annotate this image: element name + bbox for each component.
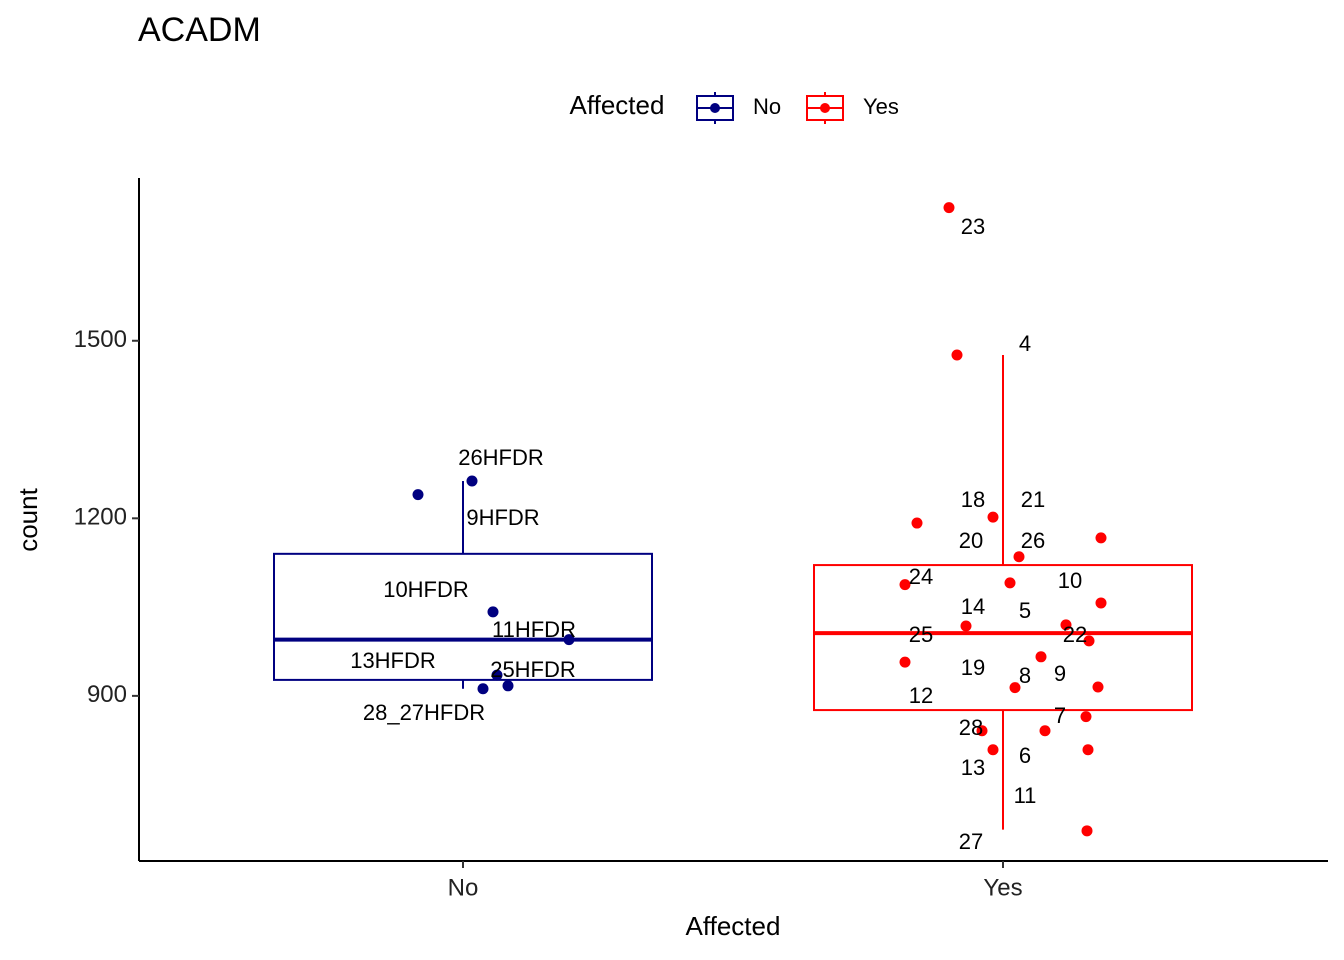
point	[987, 744, 999, 756]
point	[1081, 825, 1093, 837]
point	[1039, 725, 1051, 737]
point-label: 24	[909, 564, 933, 589]
x-axis-label: Affected	[686, 911, 781, 941]
point	[899, 579, 911, 591]
point-label: 25HFDR	[490, 657, 576, 682]
x-tick-label: No	[448, 874, 479, 901]
point	[1095, 597, 1107, 609]
point-label: 11HFDR	[492, 617, 576, 642]
point	[1060, 619, 1072, 631]
point	[960, 620, 972, 632]
point-label: 8	[1019, 663, 1031, 688]
point	[1009, 682, 1021, 694]
point	[1013, 551, 1025, 563]
box	[813, 564, 1193, 712]
point	[477, 683, 489, 695]
point-label: 19	[961, 655, 985, 680]
point-label: 7	[1054, 703, 1066, 728]
point-label: 9HFDR	[466, 505, 539, 530]
point-label: 12	[909, 683, 933, 708]
point-label: 28_27HFDR	[363, 700, 485, 725]
point-label: 21	[1021, 487, 1045, 512]
point-label: 28	[959, 715, 983, 740]
point-label: 14	[961, 594, 985, 619]
y-tick-label: 900	[87, 681, 127, 708]
point	[899, 656, 911, 668]
point-label: 22	[1063, 622, 1087, 647]
point	[412, 489, 424, 501]
point-label: 11	[1014, 783, 1037, 808]
point-label: 23	[961, 214, 985, 239]
legend-key	[820, 103, 830, 113]
point-label: 9	[1054, 661, 1066, 686]
point	[466, 475, 478, 487]
point-label: 27	[959, 829, 983, 854]
legend-title: Affected	[570, 90, 665, 120]
point-label: 5	[1019, 598, 1031, 623]
legend-key	[710, 103, 720, 113]
point-label: 26HFDR	[458, 445, 544, 470]
point	[951, 349, 963, 361]
point	[911, 517, 923, 529]
point-label: 13HFDR	[350, 648, 436, 673]
point	[943, 202, 955, 214]
point	[563, 634, 575, 646]
point	[976, 725, 988, 737]
y-tick-label: 1500	[74, 326, 127, 353]
legend-label: Yes	[863, 94, 899, 119]
x-tick-label: Yes	[983, 874, 1022, 901]
point-label: 18	[961, 487, 985, 512]
point	[502, 680, 514, 692]
point-label: 4	[1019, 331, 1031, 356]
point	[987, 511, 999, 523]
point	[1004, 577, 1016, 589]
chart-title: ACADM	[138, 11, 261, 49]
point	[1080, 711, 1092, 723]
point	[1083, 635, 1095, 647]
point	[1092, 681, 1104, 693]
point-label: 26	[1021, 528, 1045, 553]
point	[487, 606, 499, 618]
point	[1035, 651, 1047, 663]
y-tick-label: 1200	[74, 504, 127, 531]
point	[1082, 744, 1094, 756]
legend-label: No	[753, 94, 781, 119]
point	[491, 669, 503, 681]
point	[1095, 532, 1107, 544]
point-label: 13	[961, 755, 985, 780]
point-label: 25	[909, 622, 933, 647]
point-label: 10	[1058, 568, 1082, 593]
y-axis-label: count	[13, 487, 43, 551]
point-label: 20	[959, 528, 983, 553]
box	[273, 552, 653, 681]
point-label: 10HFDR	[383, 577, 469, 602]
point-label: 6	[1019, 743, 1031, 768]
